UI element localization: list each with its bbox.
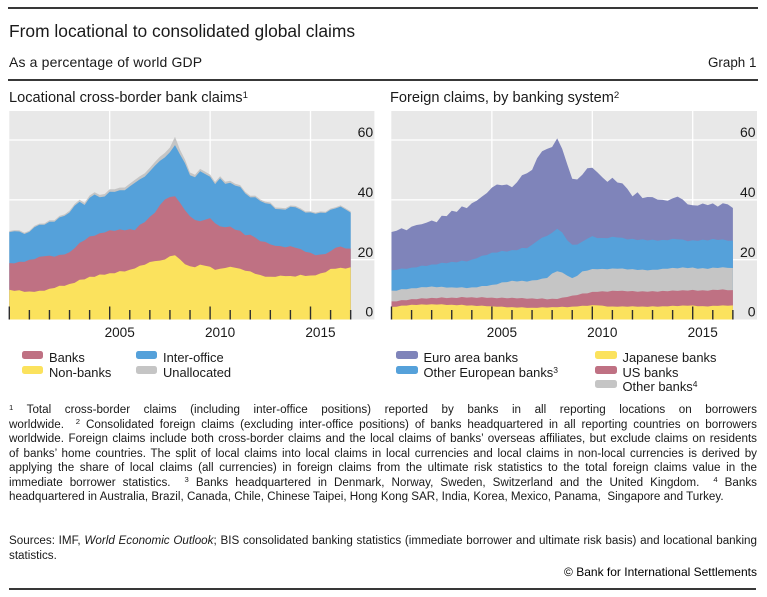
svg-text:60: 60 xyxy=(358,124,374,140)
svg-text:2015: 2015 xyxy=(305,325,335,340)
svg-text:2005: 2005 xyxy=(487,325,517,340)
svg-text:2010: 2010 xyxy=(587,325,618,340)
svg-text:0: 0 xyxy=(748,304,756,320)
svg-text:20: 20 xyxy=(358,244,374,260)
svg-text:2005: 2005 xyxy=(105,325,135,340)
svg-text:2015: 2015 xyxy=(688,325,718,340)
svg-text:2010: 2010 xyxy=(205,325,236,340)
svg-text:0: 0 xyxy=(365,304,373,320)
svg-text:40: 40 xyxy=(740,184,756,200)
svg-text:20: 20 xyxy=(740,244,756,260)
svg-text:40: 40 xyxy=(358,184,374,200)
svg-text:60: 60 xyxy=(740,124,756,140)
